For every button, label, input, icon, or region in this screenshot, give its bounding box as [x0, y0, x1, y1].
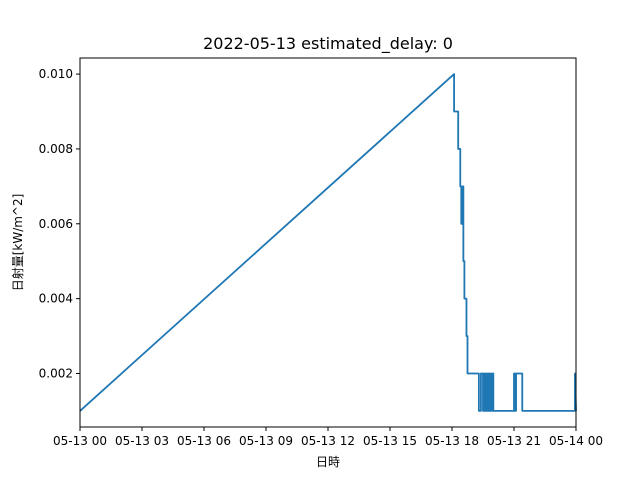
x-tick-label: 05-13 03	[115, 434, 169, 448]
y-tick-label: 0.002	[39, 366, 73, 380]
axes-frame	[79, 57, 577, 428]
x-tick-label: 05-13 18	[425, 434, 479, 448]
y-tick-label: 0.004	[39, 292, 73, 306]
chart-title: 2022-05-13 estimated_delay: 0	[203, 34, 453, 54]
y-tick-label: 0.008	[39, 142, 73, 156]
x-tick-label: 05-13 21	[487, 434, 541, 448]
x-tick-label: 05-13 00	[53, 434, 107, 448]
y-axis-ticks: 0.002 0.004 0.006 0.008 0.010	[39, 67, 80, 380]
x-tick-label: 05-13 15	[363, 434, 417, 448]
series-line-0	[79, 73, 577, 412]
x-axis-label: 日時	[316, 455, 340, 469]
y-tick-label: 0.010	[39, 67, 73, 81]
x-tick-label: 05-13 06	[177, 434, 231, 448]
x-tick-label: 05-13 09	[239, 434, 293, 448]
x-axis-ticks: 05-13 00 05-13 03 05-13 06 05-13 09 05-13 12…	[53, 427, 603, 448]
x-tick-label: 05-14 00	[549, 434, 603, 448]
x-tick-label: 05-13 12	[301, 434, 355, 448]
y-axis-label: 日射量[kW/m^2]	[10, 194, 25, 292]
y-tick-label: 0.006	[39, 217, 73, 231]
plot-area	[79, 73, 577, 412]
